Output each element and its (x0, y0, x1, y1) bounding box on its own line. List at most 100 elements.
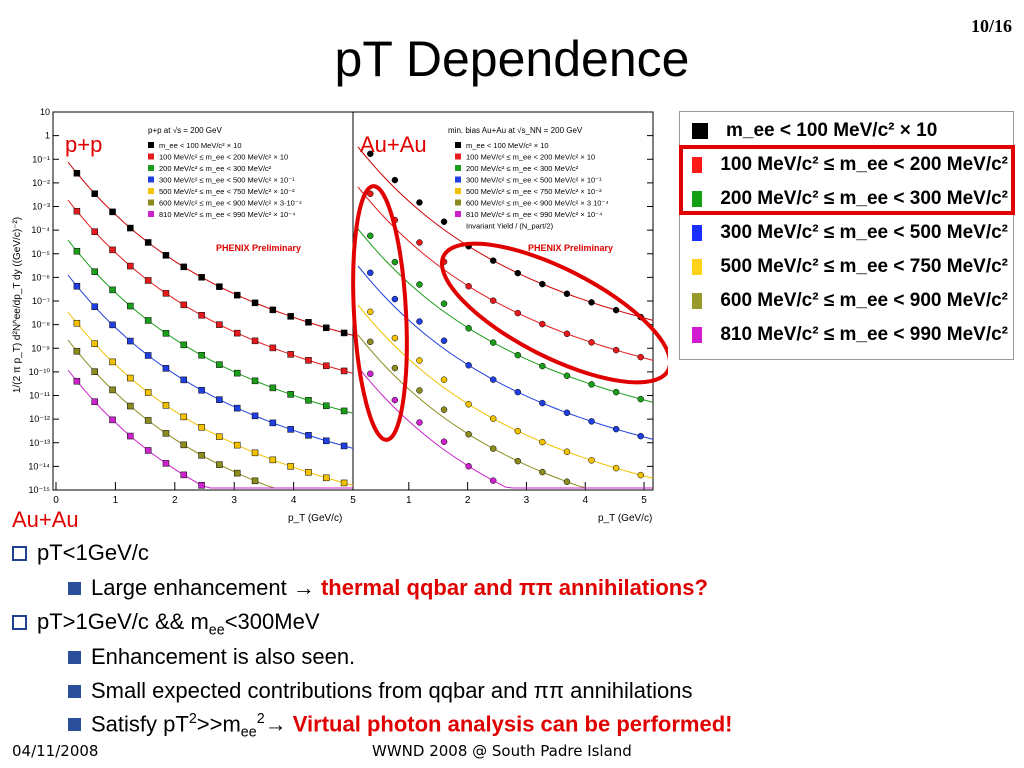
legend-row: 810 MeV/c² ≤ m_ee < 990 MeV/c² (688, 318, 1008, 352)
y-tick-label: 10⁻¹¹ (29, 391, 50, 401)
data-point (612, 464, 620, 472)
data-point (465, 325, 472, 332)
y-tick-label: 10⁻⁸ (31, 320, 50, 330)
data-point (612, 425, 620, 433)
data-point (73, 169, 81, 177)
x-tick-label: 1 (113, 495, 119, 506)
legend-swatch (692, 293, 703, 309)
model-curve (357, 186, 654, 361)
footer-date: 04/11/2008 (12, 742, 99, 760)
data-point (563, 409, 571, 417)
highlight-low-pt-ellipse (351, 184, 409, 442)
bullet-high-pt: pT>1GeV/c && mee<300MeV (12, 609, 320, 638)
data-point (287, 426, 294, 433)
legend-row: 200 MeV/c² ≤ m_ee < 300 MeV/c² (688, 182, 1008, 216)
data-point (109, 386, 116, 394)
data-point (637, 471, 644, 479)
data-point (162, 290, 170, 297)
y-tick-label: 10⁻¹⁴ (28, 461, 50, 471)
data-point (514, 427, 522, 435)
data-point (391, 295, 399, 303)
left-legend-header: p+p at √s = 200 GeV (148, 126, 222, 135)
legend-entry: 600 MeV/c² ≤ m_ee < 900 MeV/c² × 3 10⁻⁴ (466, 199, 609, 208)
data-point (216, 433, 223, 440)
data-point (340, 442, 348, 450)
data-point (440, 218, 448, 225)
bullet-enhancement: Large enhancement → thermal qqbar and ππ… (68, 575, 708, 601)
legend-marker (148, 211, 154, 217)
data-point (180, 341, 188, 349)
y-tick-label: 10⁻¹⁵ (29, 485, 51, 495)
legend-label: 810 MeV/c² ≤ m_ee < 990 MeV/c² (720, 324, 1008, 345)
y-tick-label: 10⁻⁷ (32, 296, 50, 306)
data-point (489, 297, 497, 304)
legend-entry: 100 MeV/c² ≤ m_ee < 200 MeV/c² × 10 (159, 153, 288, 162)
legend-entry: 200 MeV/c² ≤ m_ee < 300 MeV/c² (159, 164, 272, 173)
data-point (416, 281, 423, 288)
x-tick-label: 5 (641, 495, 647, 506)
filled-bullet-icon (68, 582, 81, 595)
right-panel-tag: Au+Au (360, 132, 427, 157)
bullet-highlight-text: thermal qqbar and ππ annihilations? (320, 575, 708, 600)
data-point (233, 329, 241, 337)
data-point (563, 478, 571, 486)
x-tick-label: 4 (582, 495, 588, 506)
legend-label: 500 MeV/c² ≤ m_ee < 750 MeV/c² (720, 256, 1008, 277)
square-bullet-icon (12, 546, 27, 561)
left-prelim: PHENIX Preliminary (216, 243, 301, 253)
data-point (144, 352, 152, 359)
y-tick-label: 10⁻⁵ (32, 249, 51, 259)
y-tick-label: 10 (40, 107, 50, 117)
data-point (180, 301, 188, 309)
bullet-text: <300MeV (224, 609, 320, 634)
data-point (637, 432, 644, 440)
legend-swatch (692, 191, 703, 207)
x-tick-label: 2 (172, 495, 178, 506)
data-point (162, 460, 170, 467)
legend-entry: Invariant Yield / (N_part/2) (466, 222, 554, 231)
legend-marker (148, 199, 154, 206)
data-point (180, 471, 188, 479)
legend-swatch (692, 327, 703, 343)
data-point (416, 387, 423, 394)
highlight-high-pt-ellipse (439, 241, 668, 385)
model-curve (357, 146, 654, 321)
right-inplot-legend: m_ee < 100 MeV/c² × 10 100 MeV/c² ≤ m_ee … (455, 141, 609, 231)
data-point (563, 330, 571, 338)
data-point (305, 469, 312, 476)
data-point (305, 357, 312, 364)
legend-entry: 200 MeV/c² ≤ m_ee < 300 MeV/c² (466, 164, 579, 173)
bullet-text: Small expected contributions from qqbar … (91, 678, 693, 703)
filled-bullet-icon (68, 685, 81, 698)
legend-swatch (692, 157, 703, 173)
data-point (144, 447, 152, 454)
legend-marker (455, 176, 461, 183)
legend-entry: 300 MeV/c² ≤ m_ee < 500 MeV/c² × 10⁻¹ (466, 176, 602, 185)
data-point (465, 463, 472, 470)
subscript: ee (240, 724, 257, 741)
data-point (127, 374, 134, 382)
data-point (198, 352, 205, 359)
data-point (514, 309, 522, 317)
mass-bin-legend: m_ee < 100 MeV/c² × 10 100 MeV/c² ≤ m_ee… (679, 111, 1014, 360)
square-bullet-icon (12, 615, 27, 630)
data-point (465, 362, 472, 369)
left-panel-tag: p+p (65, 132, 102, 157)
data-point (251, 299, 259, 307)
data-point (144, 239, 152, 246)
data-point (251, 412, 259, 420)
x-ticks: 0 1 2 3 4 5 1 2 3 4 5 (53, 482, 647, 506)
legend-marker (455, 188, 461, 194)
data-point (287, 313, 294, 320)
legend-entry: 500 MeV/c² ≤ m_ee < 750 MeV/c² × 10⁻² (466, 187, 602, 196)
data-point (367, 269, 374, 277)
y-tick-label: 1 (45, 131, 50, 141)
data-point (91, 268, 98, 275)
superscript: 2 (188, 711, 197, 727)
slide-title: pT Dependence (334, 31, 690, 87)
data-point (539, 320, 546, 328)
data-point (305, 432, 312, 439)
legend-swatch (692, 123, 708, 139)
data-point (539, 399, 546, 407)
legend-marker (455, 165, 461, 171)
